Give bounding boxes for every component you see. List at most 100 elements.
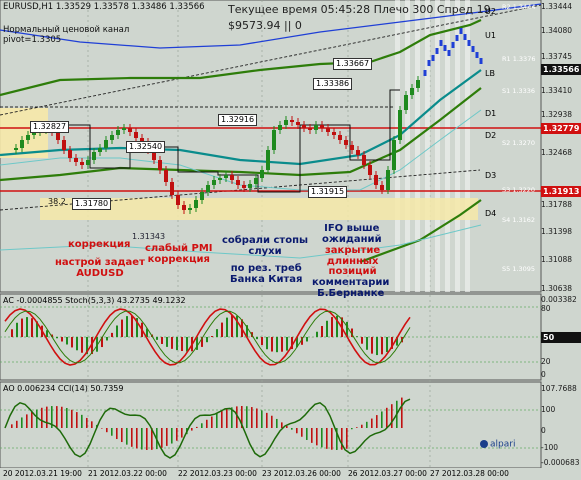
ac-bar <box>186 337 188 352</box>
candle-body <box>68 150 72 158</box>
level-u2: U2 <box>485 7 496 16</box>
pivot-s5: S5 1.3095 <box>502 265 536 273</box>
ac-bar <box>321 326 323 337</box>
candle-body <box>32 132 36 135</box>
level-d2: D2 <box>485 131 497 140</box>
candle-body <box>230 175 234 180</box>
ac-bar <box>161 337 163 344</box>
ac-bar <box>211 336 213 337</box>
candle-body <box>98 148 102 152</box>
ao-bar <box>326 428 328 449</box>
ac-bar <box>171 337 173 349</box>
price-tick: 1.31788 <box>541 200 573 209</box>
candle-body <box>140 138 144 142</box>
candle-body <box>116 130 120 135</box>
ao-bar <box>106 428 108 433</box>
candle-body <box>62 140 66 150</box>
candle-body <box>20 140 24 148</box>
candle-body <box>459 28 463 34</box>
candle-body <box>104 140 108 148</box>
candlesticks[interactable] <box>14 28 483 214</box>
ac-bar <box>336 315 338 337</box>
pivot-s2: S2 1.3270 <box>502 139 536 147</box>
candle-body <box>14 148 18 150</box>
ao-bar <box>21 417 23 428</box>
time-tick: 23 2012.03.26 00:00 <box>262 469 341 478</box>
candle-body <box>471 46 475 52</box>
annotation: коррекция <box>68 239 131 250</box>
candle-body <box>236 180 240 185</box>
pivot-s4: S4 1.3162 <box>502 216 536 224</box>
ao-bar <box>231 407 233 428</box>
pivot-r2: R2 1.3444 <box>502 3 536 11</box>
price-tick: 1.34080 <box>541 26 573 35</box>
ac-bar <box>356 336 358 337</box>
ao-bar <box>66 407 68 428</box>
candle-body <box>290 120 294 122</box>
candle-body <box>338 135 342 140</box>
ao-bar <box>351 428 353 430</box>
candle-body <box>427 60 431 66</box>
ao-bar <box>151 428 153 450</box>
ac-bar <box>11 329 13 337</box>
ao-bar <box>191 428 193 431</box>
candle-body <box>224 175 228 178</box>
ao-bar <box>71 409 73 428</box>
level-u1: U1 <box>485 31 496 40</box>
ao-bar <box>221 410 223 428</box>
ao-bar <box>276 418 278 428</box>
ao-bar <box>101 428 103 429</box>
candle-body <box>443 45 447 51</box>
ao-bar <box>331 428 333 450</box>
ac-bar <box>281 337 283 352</box>
time-tick: 20 2012.03.21 19:00 <box>3 469 82 478</box>
ao-bar <box>121 428 123 443</box>
red-price-tag: 1.31913 <box>541 186 581 197</box>
ac-bar <box>196 337 198 350</box>
candle-body <box>188 208 192 210</box>
candle-body <box>170 182 174 195</box>
ac-bar <box>346 321 348 337</box>
candle-body <box>212 180 216 185</box>
candle-body <box>284 120 288 125</box>
pivot-r1: R1 1.3376 <box>502 55 536 63</box>
candle-body <box>266 150 270 170</box>
ac-bar <box>271 337 273 352</box>
candle-body <box>374 175 378 185</box>
ac-bar <box>221 322 223 337</box>
symbol-info: EURUSD,H1 1.33529 1.33578 1.33486 1.3356… <box>3 2 205 12</box>
price-label: 1.32827 <box>30 121 70 133</box>
ac-axis-tick: 0.003382 <box>541 295 577 304</box>
annotation: закрытие длинных позиций <box>325 245 381 277</box>
ac-bar <box>36 321 38 337</box>
level-lb: LB <box>485 69 495 78</box>
ac-bar <box>96 337 98 352</box>
ao-bar <box>211 416 213 428</box>
candle-body <box>80 162 84 165</box>
ao-bar <box>141 428 143 450</box>
candle-body <box>74 158 78 162</box>
candle-body <box>439 40 443 46</box>
ao-bar <box>131 428 133 447</box>
candle-body <box>447 50 451 56</box>
ac-bar <box>101 337 103 348</box>
price-label: 1.32540 <box>126 141 166 153</box>
ac-bar <box>331 317 333 337</box>
ao-bar <box>206 419 208 428</box>
ao-bar <box>281 422 283 428</box>
ao-bar <box>31 411 33 428</box>
ac-bar <box>256 337 258 340</box>
candle-body <box>362 155 366 165</box>
ao-bar <box>316 428 318 446</box>
price-tick: 1.33410 <box>541 86 573 95</box>
ac-bar <box>121 319 123 337</box>
candle-body <box>92 152 96 160</box>
ao-bar <box>41 407 43 428</box>
ac-axis-tick: 0 <box>541 370 546 379</box>
candle-body <box>475 52 479 58</box>
ao-bar <box>236 406 238 428</box>
ao-bar <box>301 428 303 437</box>
ao-bar <box>346 428 348 449</box>
candle-body <box>272 130 276 150</box>
level-d3: D3 <box>485 171 497 180</box>
